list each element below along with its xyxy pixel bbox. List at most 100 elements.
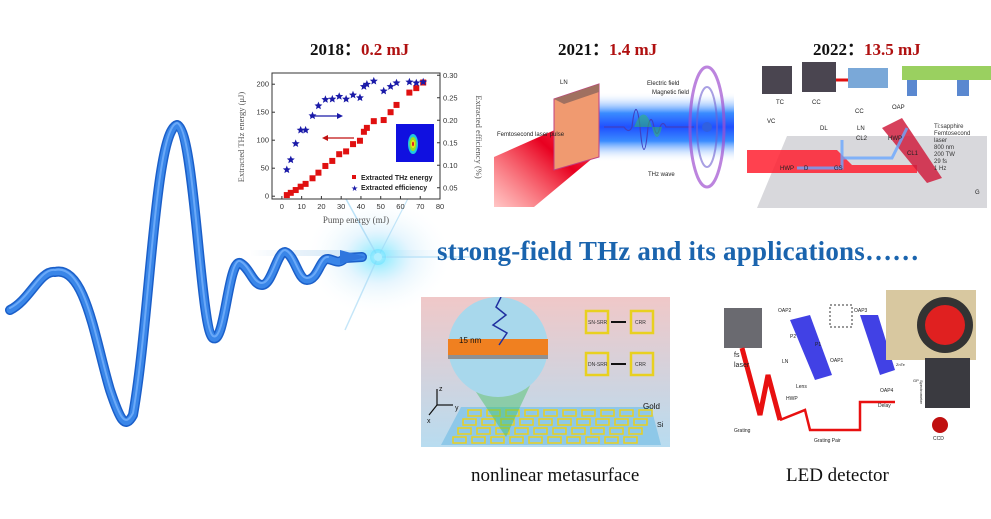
efficiency-point <box>412 78 421 87</box>
label-si: Si <box>657 422 664 429</box>
energy-point <box>309 175 316 182</box>
x-axis-label: Pump energy (mJ) <box>323 215 389 225</box>
srr-unit <box>562 409 577 417</box>
efficiency-point <box>369 76 378 85</box>
srr-unit <box>457 427 472 435</box>
label-magnetic-field: Magnetic field <box>652 90 689 96</box>
srr-unit <box>514 427 529 435</box>
efficiency-point <box>349 90 357 99</box>
y-tick-label: 200 <box>256 80 269 89</box>
srr-unit <box>462 418 477 426</box>
legend-marker-energy <box>352 175 356 179</box>
metasurface-diagram: 15 nm SN-SRR CRR DN-SRR CRR z y x Gold S… <box>421 297 670 447</box>
energy-point <box>380 117 387 124</box>
laser-beam <box>739 347 783 421</box>
label-fs: fs <box>734 352 740 359</box>
srr-unit <box>604 436 619 444</box>
ln-prism-top <box>554 84 599 104</box>
y-axis-label: Extracted THz energy (μJ) <box>236 92 246 183</box>
label-tc: TC <box>776 100 785 106</box>
label-cc: CC <box>812 100 821 106</box>
energy-point <box>315 169 322 176</box>
srr-icon <box>584 351 610 377</box>
label-ln: LN <box>857 126 865 132</box>
magnetic-field-wave <box>634 114 662 137</box>
energy-point <box>363 124 370 131</box>
srr-unit <box>557 418 572 426</box>
srr-unit <box>628 427 643 435</box>
caption-detector: LED detector <box>786 465 889 486</box>
efficiency-point <box>286 155 295 164</box>
field-rings <box>688 65 726 189</box>
tc-block <box>762 66 792 94</box>
y2-axis-label: Extracted efficiency (%) <box>474 95 482 179</box>
label-dn-srr: DN-SRR <box>588 362 608 368</box>
srr-unit <box>619 409 634 417</box>
srr-unit <box>490 436 505 444</box>
beam-profile-inset <box>396 124 434 162</box>
label-ccd: CCD <box>933 436 944 442</box>
milestone-year: 2021： <box>558 40 609 59</box>
chain-module <box>907 80 917 96</box>
label-gap: 15 nm <box>459 336 482 345</box>
srr-unit <box>590 427 605 435</box>
efficiency-point <box>379 86 388 95</box>
label-thz-wave: THz wave <box>648 172 675 178</box>
efficiency-point <box>291 139 300 147</box>
label-delay: Delay <box>878 403 891 409</box>
efficiency-point <box>356 93 364 102</box>
milestone-2022: 2022：13.5 mJ <box>813 35 921 60</box>
thz-wave-highlight <box>9 121 329 421</box>
y2-tick-label: 0.15 <box>443 138 458 147</box>
srr-unit <box>623 436 638 444</box>
srr-unit <box>566 436 581 444</box>
led-detector-diagram: OAP2 OAP3 OAP1 OAP4 P2 P1 LN fs laser Le… <box>720 290 985 452</box>
legend-label-efficiency: Extracted efficiency <box>361 185 427 192</box>
label-hwp2: HWP <box>780 166 794 172</box>
label-gs: GS <box>834 166 843 172</box>
y2-tick-label: 0.20 <box>443 116 458 125</box>
x-tick-label: 50 <box>377 202 385 211</box>
x-tick-label: 20 <box>317 202 325 211</box>
thz-pulse <box>491 297 509 346</box>
label-ln: LN <box>560 80 568 86</box>
srr-unit <box>571 427 586 435</box>
label-vc: VC <box>767 119 776 125</box>
lithium-niobate-generation-diagram: LN Femtosecond laser pulse Electric fiel… <box>494 65 734 207</box>
spec-line: Ti:sapphire <box>934 124 964 130</box>
energy-point <box>356 137 363 144</box>
red-beam-diagonal <box>882 118 942 183</box>
milestone-energy: 13.5 mJ <box>864 40 921 59</box>
legend-label-energy: Extracted THz energy <box>361 175 433 182</box>
chain-module <box>957 80 969 96</box>
label-laser: laser <box>734 362 750 369</box>
energy-point <box>302 180 309 187</box>
label-spectrometer: Spectrometer <box>919 380 924 405</box>
axes-icon <box>428 389 453 416</box>
srr-unit <box>524 409 539 417</box>
efficiency-point <box>419 77 428 86</box>
label-crr: CRR <box>635 362 646 368</box>
gold-layer <box>448 339 548 355</box>
y2-tick-label: 0.10 <box>443 161 458 170</box>
label-cl1: CL1 <box>907 151 919 157</box>
srr-unit <box>500 418 515 426</box>
efficiency-point <box>301 125 310 134</box>
milestone-energy: 0.2 mJ <box>361 40 410 59</box>
srr-unit <box>495 427 510 435</box>
efficiency-point <box>405 77 414 86</box>
x-tick-label: 0 <box>280 202 284 211</box>
srr-unit <box>476 427 491 435</box>
x-tick-label: 80 <box>436 202 444 211</box>
x-tick-label: 10 <box>297 202 305 211</box>
x-tick-label: 70 <box>416 202 424 211</box>
efficiency-point <box>282 165 291 174</box>
srr-unit <box>581 409 596 417</box>
energy-point <box>370 118 377 125</box>
energy-point <box>297 183 304 190</box>
efficiency-point <box>335 92 344 100</box>
light-burst <box>303 169 470 331</box>
srr-unit <box>509 436 524 444</box>
spectrometer-box <box>925 358 970 408</box>
